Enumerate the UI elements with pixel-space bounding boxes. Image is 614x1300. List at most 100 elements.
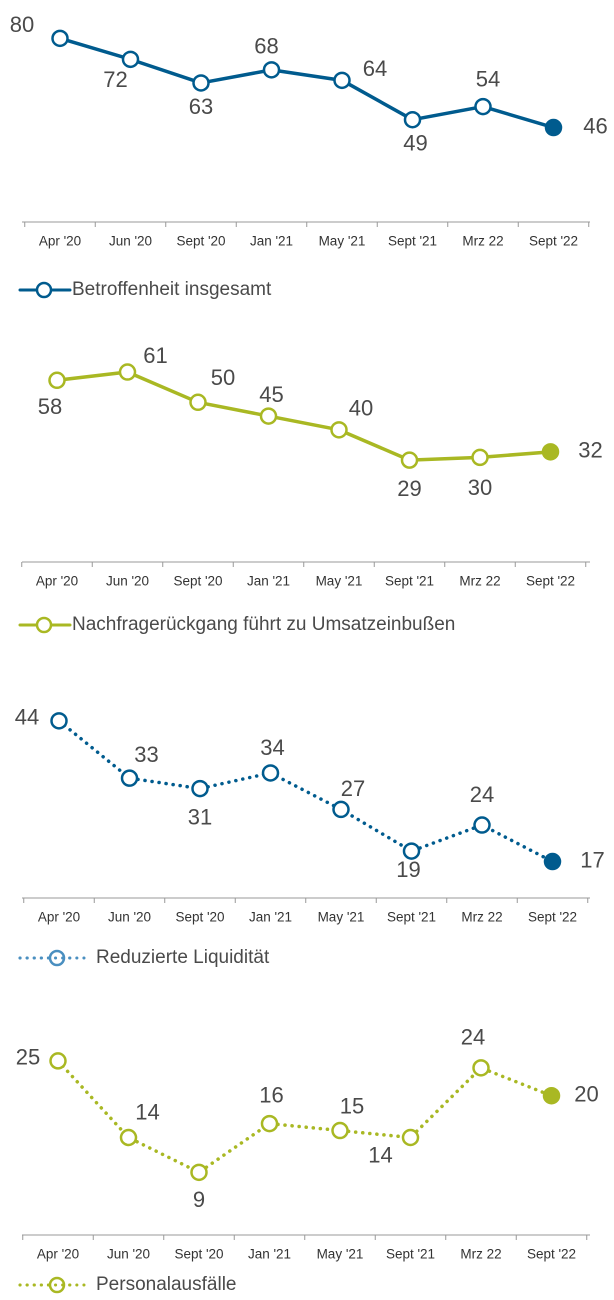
x-tick-label: May '21 xyxy=(318,910,365,925)
data-label: 45 xyxy=(259,382,283,407)
point xyxy=(48,371,66,390)
point xyxy=(542,1086,561,1105)
x-tick-label: Mrz 22 xyxy=(462,234,503,249)
point xyxy=(541,443,560,461)
x-tick-label: Apr '20 xyxy=(37,1247,79,1262)
x-tick-label: Mrz 22 xyxy=(460,1247,501,1262)
x-tick-label: Jan '21 xyxy=(249,910,292,925)
point xyxy=(260,1114,279,1133)
data-label: 16 xyxy=(259,1082,283,1107)
data-label: 20 xyxy=(574,1082,598,1107)
point xyxy=(401,1128,420,1147)
data-label: 14 xyxy=(368,1142,392,1167)
data-label: 24 xyxy=(461,1025,485,1050)
x-tick-label: Sept '21 xyxy=(387,910,436,925)
data-label: 58 xyxy=(38,394,62,419)
x-tick-label: Sept '22 xyxy=(526,574,575,589)
data-label: 30 xyxy=(468,475,492,500)
series-line xyxy=(58,36,556,130)
data-label: 50 xyxy=(211,365,235,390)
data-label: 32 xyxy=(578,438,602,463)
x-tick-label: Jan '21 xyxy=(247,574,290,589)
x-tick-label: Sept '20 xyxy=(174,1247,223,1262)
x-tick-label: Mrz 22 xyxy=(459,574,500,589)
x-tick-label: Sept '22 xyxy=(529,234,578,249)
data-label: 72 xyxy=(103,67,127,92)
data-label: 24 xyxy=(470,782,494,807)
x-tick-label: Sept '22 xyxy=(528,910,577,925)
data-label: 14 xyxy=(135,1099,159,1124)
data-label: 64 xyxy=(363,56,387,81)
point xyxy=(544,118,563,137)
legend-marker xyxy=(35,616,53,634)
x-tick-label: Sept '20 xyxy=(176,234,225,249)
data-label: 9 xyxy=(193,1187,205,1212)
x-tick-label: Sept '21 xyxy=(386,1247,435,1262)
data-label: 27 xyxy=(341,776,365,801)
x-tick-label: May '21 xyxy=(316,574,363,589)
legend-label: Reduzierte Liquidität xyxy=(96,947,270,968)
data-label: 19 xyxy=(396,857,420,882)
x-tick-label: Sept '22 xyxy=(527,1247,576,1262)
data-label: 15 xyxy=(340,1093,364,1118)
point xyxy=(191,779,209,798)
x-tick-label: May '21 xyxy=(317,1247,364,1262)
x-tick-label: Sept '20 xyxy=(173,574,222,589)
point xyxy=(331,1121,349,1140)
data-label: 31 xyxy=(188,804,212,829)
x-tick-label: Jan '21 xyxy=(250,234,293,249)
point xyxy=(402,842,421,860)
point xyxy=(332,800,350,819)
legend-label: Personalausfälle xyxy=(96,1274,236,1295)
legend-label: Betroffenheit insgesamt xyxy=(72,279,272,300)
point xyxy=(50,712,68,730)
point xyxy=(471,448,489,467)
data-label: 49 xyxy=(403,131,427,156)
data-label: 63 xyxy=(189,94,213,119)
data-label: 44 xyxy=(15,705,39,730)
x-tick-label: Jun '20 xyxy=(109,234,152,249)
data-label: 68 xyxy=(254,34,278,59)
point xyxy=(119,1128,138,1147)
x-tick-label: May '21 xyxy=(319,234,366,249)
point xyxy=(51,29,69,48)
x-tick-label: Apr '20 xyxy=(39,234,81,249)
point xyxy=(473,816,491,834)
data-label: 17 xyxy=(580,847,604,872)
point xyxy=(121,50,140,69)
point xyxy=(189,393,207,412)
point xyxy=(400,451,419,469)
point xyxy=(259,407,278,425)
x-tick-label: Sept '21 xyxy=(388,234,437,249)
x-tick-label: Jun '20 xyxy=(107,1247,150,1262)
point xyxy=(543,852,562,871)
point xyxy=(118,363,137,381)
point xyxy=(262,61,281,79)
legend-label: Nachfragerückgang führt zu Umsatzeinbuße… xyxy=(72,614,455,635)
x-tick-label: Jun '20 xyxy=(108,910,151,925)
point xyxy=(120,769,139,787)
point xyxy=(261,764,280,782)
data-label: 40 xyxy=(349,396,373,421)
data-label: 61 xyxy=(143,343,167,368)
data-label: 80 xyxy=(10,12,34,37)
point xyxy=(403,110,422,129)
point xyxy=(190,1163,208,1182)
point xyxy=(333,71,351,90)
x-tick-label: Jun '20 xyxy=(106,574,149,589)
x-tick-label: Jan '21 xyxy=(248,1247,291,1262)
data-label: 34 xyxy=(260,735,284,760)
legend-marker xyxy=(35,281,53,299)
data-label: 54 xyxy=(476,66,500,91)
point xyxy=(192,74,210,92)
series-line xyxy=(56,1059,554,1175)
point xyxy=(49,1052,67,1070)
x-tick-label: Apr '20 xyxy=(36,574,78,589)
x-tick-label: Apr '20 xyxy=(38,910,80,925)
series-line xyxy=(55,370,553,462)
point xyxy=(472,1059,490,1077)
data-label: 33 xyxy=(134,742,158,767)
point xyxy=(474,97,492,116)
x-tick-label: Sept '21 xyxy=(385,574,434,589)
